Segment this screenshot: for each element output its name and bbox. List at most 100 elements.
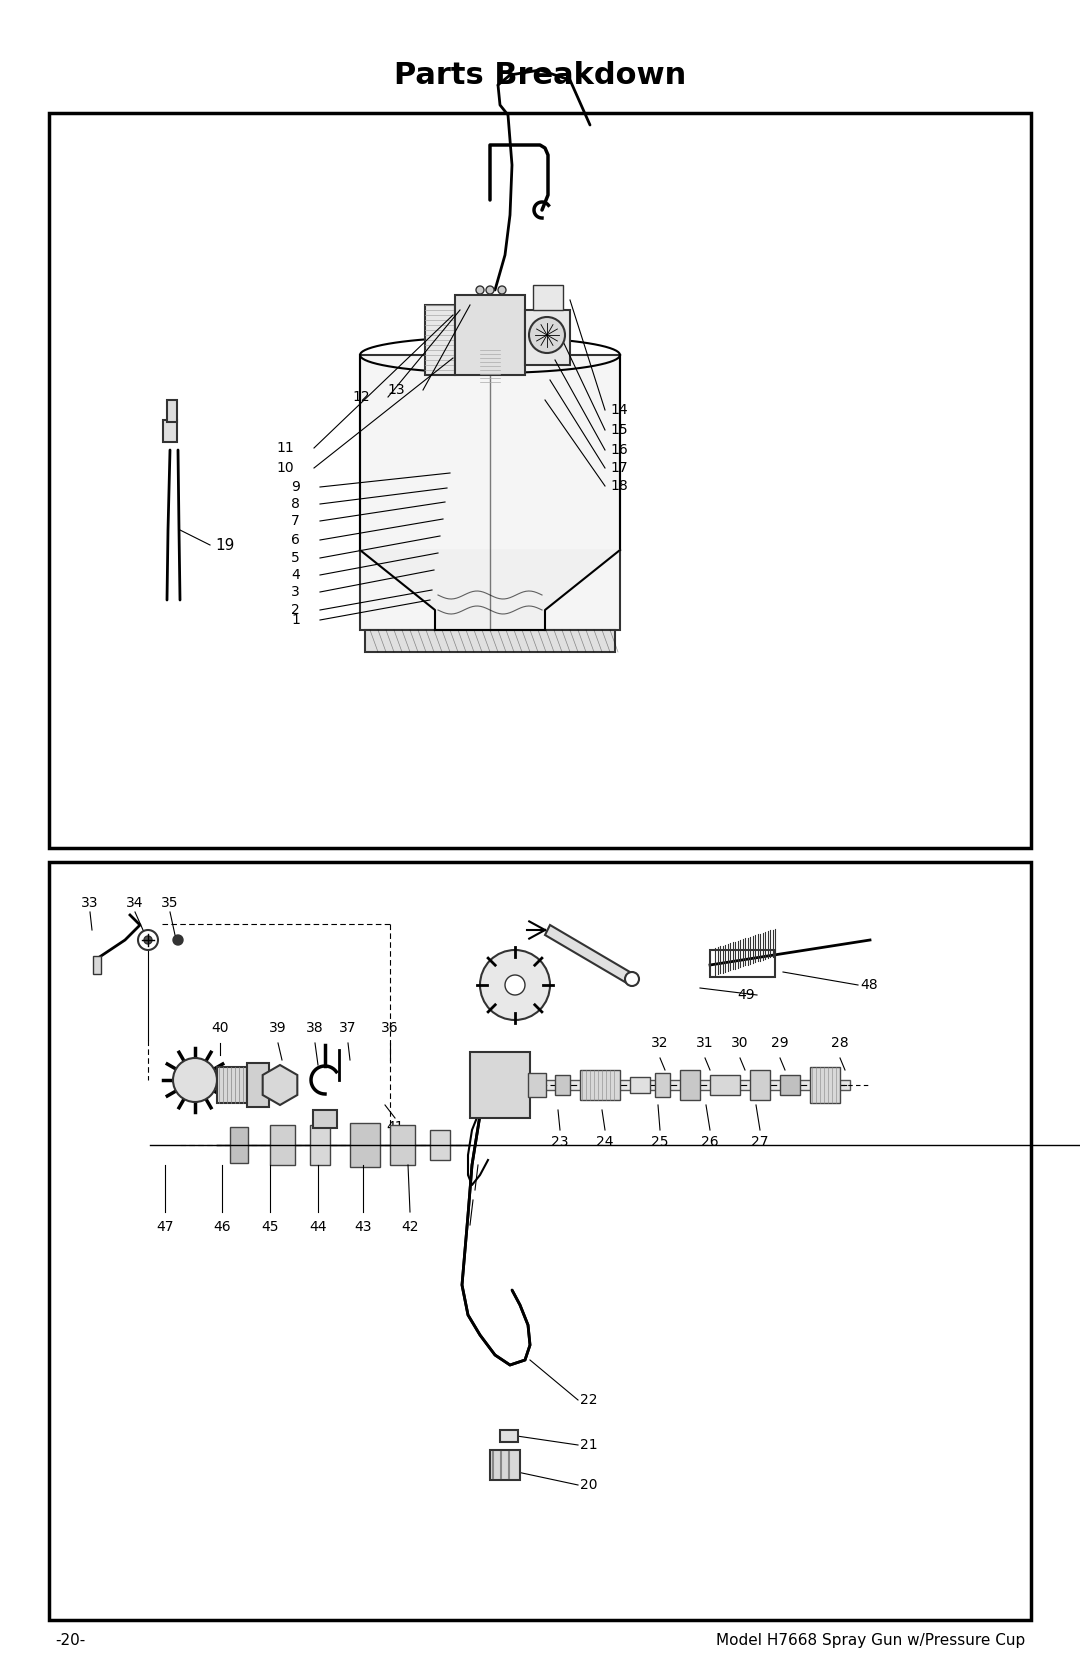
Bar [750, 1070, 770, 1100]
Bar [470, 1051, 530, 1118]
Bar [167, 401, 177, 422]
Circle shape [173, 1058, 217, 1102]
Text: 44: 44 [309, 1220, 327, 1233]
Bar [350, 1123, 380, 1167]
Bar [93, 956, 102, 975]
Bar [365, 629, 615, 653]
Circle shape [498, 285, 507, 294]
Text: 33: 33 [81, 896, 98, 910]
Circle shape [138, 930, 158, 950]
Text: 22: 22 [580, 1394, 597, 1407]
Bar [49, 861, 1031, 1621]
Bar [780, 1075, 800, 1095]
Text: 38: 38 [307, 1021, 324, 1035]
Text: 30: 30 [731, 1036, 748, 1050]
Text: 6: 6 [292, 532, 300, 547]
Bar [455, 295, 525, 376]
Bar [490, 1450, 519, 1480]
Bar [525, 310, 570, 366]
Text: 32: 32 [651, 1036, 669, 1050]
Text: 14: 14 [610, 402, 627, 417]
Text: 13: 13 [388, 382, 405, 397]
Text: 9: 9 [292, 481, 300, 494]
Bar [360, 355, 620, 629]
Text: 21: 21 [580, 1439, 597, 1452]
Bar [534, 285, 563, 310]
Text: 15: 15 [610, 422, 627, 437]
Text: 26: 26 [701, 1135, 719, 1148]
Polygon shape [545, 925, 635, 985]
Text: 36: 36 [381, 1021, 399, 1035]
Text: 34: 34 [126, 896, 144, 910]
Bar [680, 1070, 700, 1100]
Bar [580, 1070, 620, 1100]
Text: 7: 7 [292, 514, 300, 527]
Text: 11: 11 [276, 441, 294, 456]
Bar [710, 1075, 740, 1095]
Text: 40: 40 [212, 1021, 229, 1035]
Text: 19: 19 [215, 537, 234, 552]
Text: 49: 49 [738, 988, 755, 1001]
Bar [313, 1110, 337, 1128]
Circle shape [476, 285, 484, 294]
Bar [426, 305, 455, 376]
Bar [270, 1125, 295, 1165]
Text: 47: 47 [157, 1220, 174, 1233]
Text: 10: 10 [276, 461, 294, 476]
Text: 25: 25 [651, 1135, 669, 1148]
Text: 45: 45 [261, 1220, 279, 1233]
Text: 4: 4 [292, 567, 300, 582]
Text: 35: 35 [161, 896, 179, 910]
Polygon shape [262, 1065, 297, 1105]
Bar [247, 1063, 269, 1107]
Circle shape [529, 317, 565, 354]
Bar [49, 113, 1031, 848]
Circle shape [505, 975, 525, 995]
Text: 12: 12 [352, 391, 370, 404]
Text: Parts Breakdown: Parts Breakdown [394, 60, 686, 90]
Text: 31: 31 [697, 1036, 714, 1050]
Text: 2: 2 [292, 603, 300, 618]
Polygon shape [360, 551, 620, 629]
Text: 48: 48 [860, 978, 878, 991]
Bar [310, 1125, 330, 1165]
Bar [528, 1073, 546, 1097]
Text: 3: 3 [292, 586, 300, 599]
Text: 27: 27 [752, 1135, 769, 1148]
Circle shape [486, 285, 494, 294]
Text: 42: 42 [402, 1220, 419, 1233]
Text: 43: 43 [354, 1220, 372, 1233]
Circle shape [173, 935, 183, 945]
Bar [530, 1080, 850, 1090]
Text: 24: 24 [596, 1135, 613, 1148]
Text: 23: 23 [551, 1135, 569, 1148]
Text: 29: 29 [771, 1036, 788, 1050]
Circle shape [625, 971, 639, 986]
Bar [710, 950, 775, 976]
Text: 16: 16 [610, 442, 627, 457]
Text: 39: 39 [269, 1021, 287, 1035]
Text: 37: 37 [339, 1021, 356, 1035]
Circle shape [144, 936, 152, 945]
Text: 46: 46 [213, 1220, 231, 1233]
Bar [390, 1125, 415, 1165]
Bar [230, 1127, 248, 1163]
Bar [500, 1430, 518, 1442]
Bar [555, 1075, 570, 1095]
Text: -20-: -20- [55, 1632, 85, 1647]
Text: Model H7668 Spray Gun w/Pressure Cup: Model H7668 Spray Gun w/Pressure Cup [716, 1632, 1025, 1647]
Text: 17: 17 [610, 461, 627, 476]
Circle shape [480, 950, 550, 1020]
Text: 41: 41 [387, 1120, 404, 1133]
Bar [163, 421, 177, 442]
Text: 28: 28 [832, 1036, 849, 1050]
Text: 18: 18 [610, 479, 627, 492]
Bar [810, 1066, 840, 1103]
Bar [217, 1066, 247, 1103]
Bar [654, 1073, 670, 1097]
Bar [630, 1077, 650, 1093]
Text: 5: 5 [292, 551, 300, 566]
Bar [430, 1130, 450, 1160]
Text: 1: 1 [292, 613, 300, 628]
Text: 8: 8 [292, 497, 300, 511]
